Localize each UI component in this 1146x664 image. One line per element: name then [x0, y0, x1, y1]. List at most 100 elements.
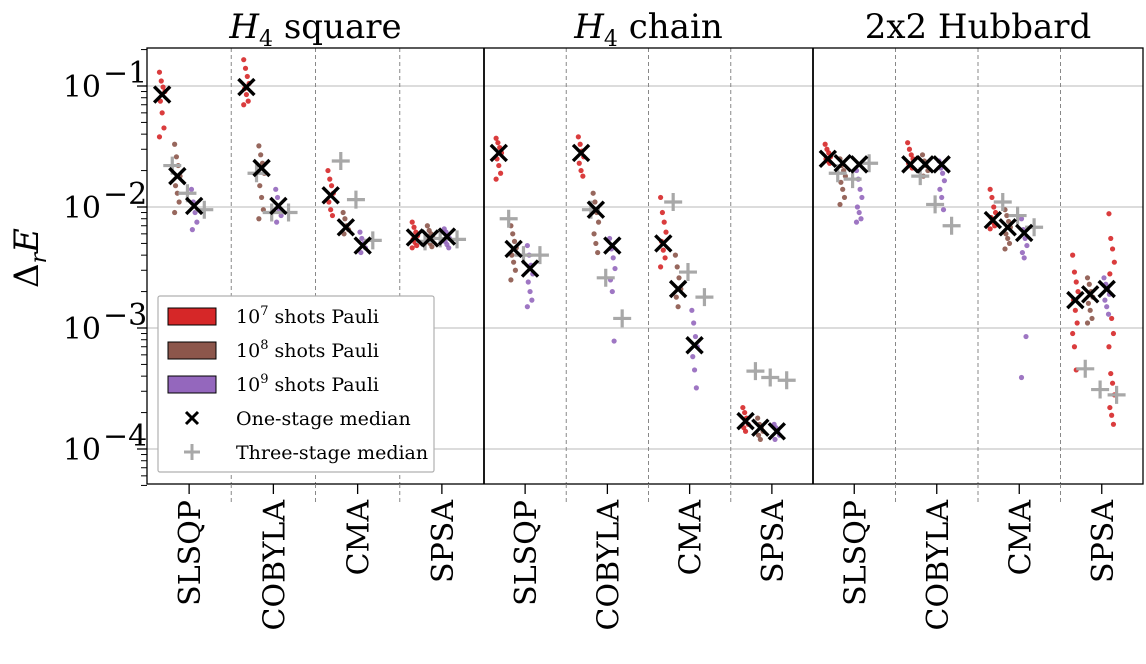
three-stage-median [1076, 359, 1095, 378]
data-point [176, 199, 182, 205]
data-point [241, 57, 247, 63]
data-point [1075, 288, 1081, 295]
three-stage-median [596, 268, 615, 287]
panel-title: H4 square [228, 7, 401, 52]
one-stage-median [932, 155, 951, 174]
data-point [659, 209, 666, 216]
three-stage-median [926, 195, 945, 214]
data-point [508, 277, 514, 283]
data-point [905, 140, 911, 146]
data-point [593, 240, 599, 247]
three-stage-median [746, 362, 765, 381]
data-point [1070, 252, 1076, 258]
data-point [1018, 216, 1025, 222]
one-stage-median [998, 218, 1017, 237]
data-point [987, 186, 993, 192]
one-stage-median [437, 227, 457, 246]
data-point [524, 304, 530, 310]
y-tick-label: 10 [63, 433, 101, 468]
x-tick-label: SPSA [426, 500, 461, 583]
data-point [822, 141, 828, 147]
data-point [340, 209, 346, 216]
y-tick-label: 10 [63, 312, 101, 347]
data-point [1002, 246, 1008, 252]
data-point [173, 154, 180, 160]
data-point [525, 279, 531, 285]
data-point [590, 190, 596, 196]
data-point [172, 209, 178, 216]
x-tick-label: COBYLA [921, 500, 956, 631]
one-stage-median [586, 200, 606, 219]
panel-separators [230, 48, 1061, 484]
panel-titles: H4 square H4 chain 2x2 Hubbard [228, 7, 1091, 52]
one-stage-median [1066, 290, 1085, 310]
one-stage-median [685, 336, 704, 355]
data-point [611, 338, 617, 344]
one-stage-median [237, 77, 256, 97]
data-point [1085, 300, 1091, 306]
legend-label: 108 shots Pauli [236, 338, 379, 362]
y-tick-exponent: −3 [103, 298, 147, 333]
one-stage-median [420, 229, 440, 248]
data-point [577, 141, 583, 147]
three-stage-median [279, 203, 298, 222]
y-tick-exponent: −1 [103, 56, 147, 91]
data-point [658, 264, 664, 270]
data-point [512, 267, 519, 273]
data-point [409, 245, 415, 251]
data-point [908, 152, 914, 158]
data-point [1073, 279, 1079, 285]
data-point [939, 194, 945, 201]
data-point [841, 194, 848, 201]
data-point [242, 65, 249, 71]
data-point [740, 404, 746, 411]
data-point [245, 98, 251, 104]
data-point [278, 212, 284, 219]
data-point [1074, 320, 1080, 326]
data-point [854, 204, 861, 210]
median-markers [152, 77, 1126, 441]
data-point [194, 219, 200, 225]
three-stage-median [664, 192, 683, 211]
panel-title: H4 chain [573, 7, 722, 52]
one-stage-median [252, 158, 271, 178]
data-point [510, 231, 516, 237]
data-point [160, 84, 166, 90]
data-point [576, 160, 582, 166]
legend-plus-marker [184, 444, 200, 460]
data-point [527, 288, 533, 295]
data-point [1018, 374, 1025, 381]
data-point [595, 219, 602, 225]
data-point [1109, 412, 1115, 418]
one-stage-median [520, 259, 540, 278]
one-stage-median [168, 166, 187, 186]
y-tick-label: 10 [63, 191, 101, 226]
data-point [1109, 380, 1116, 386]
three-stage-median [613, 309, 632, 328]
one-stage-median [269, 196, 288, 216]
data-point [1024, 242, 1030, 249]
three-stage-median [1107, 385, 1126, 404]
data-point [496, 162, 502, 169]
data-point [658, 194, 664, 201]
legend-x-marker [184, 410, 200, 426]
data-point [940, 207, 947, 213]
data-point [257, 183, 263, 189]
data-point [691, 320, 697, 326]
one-stage-median [571, 143, 591, 163]
data-point [859, 194, 865, 201]
data-point [595, 249, 601, 256]
data-point [1072, 307, 1078, 313]
x-tick-label: SPSA [1086, 500, 1121, 583]
x-tick-label: COBYLA [257, 500, 292, 631]
data-point [578, 167, 584, 174]
data-point [1004, 212, 1010, 219]
data-point [1109, 246, 1116, 252]
data-point [1108, 370, 1114, 377]
data-point [325, 167, 331, 174]
x-tick-label: CMA [1003, 500, 1038, 576]
legend-swatch [167, 375, 217, 394]
data-point [592, 199, 598, 205]
data-point [511, 238, 518, 244]
data-point [857, 186, 863, 192]
